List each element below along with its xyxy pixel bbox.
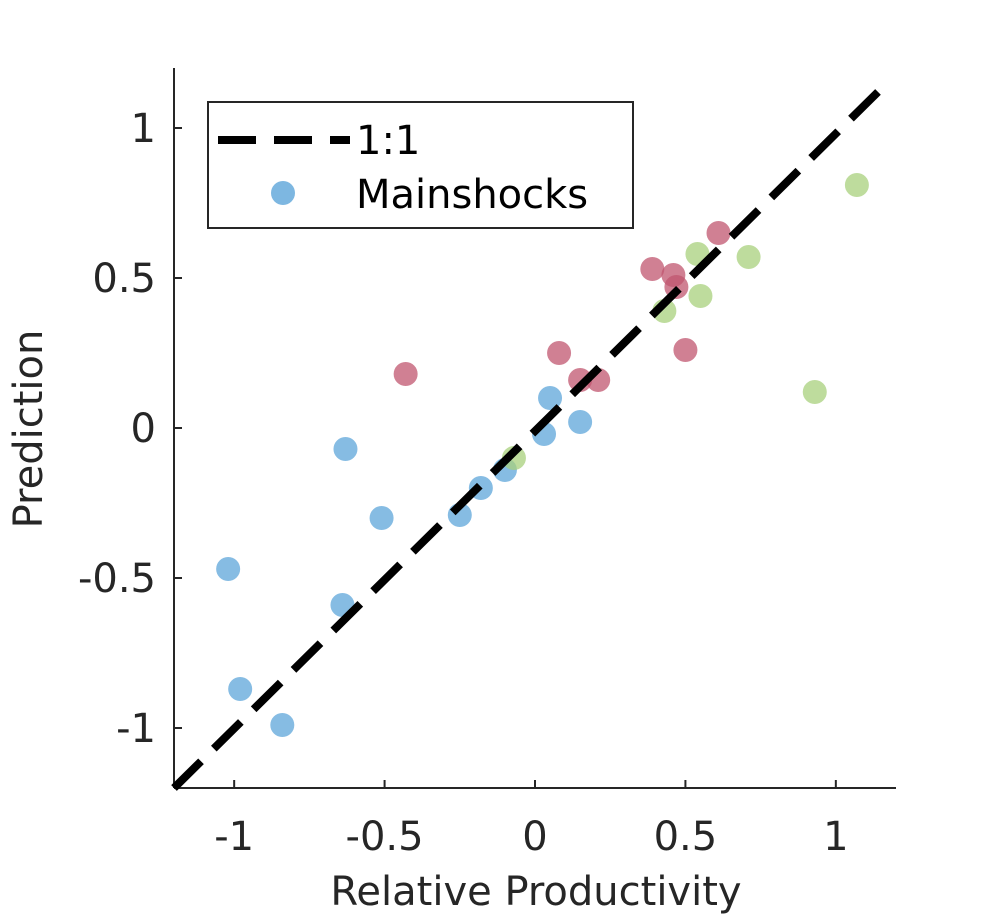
data-point-series-2 [640, 257, 665, 281]
data-point-series-1 [568, 410, 593, 434]
data-point-series-2 [673, 338, 698, 362]
data-point-series-2 [547, 341, 572, 365]
data-point-series-1 [228, 677, 253, 701]
y-tick-label: -1 [116, 706, 156, 752]
legend-label-mainshocks: Mainshocks [356, 172, 588, 218]
data-point-series-3 [736, 245, 761, 269]
y-tick-label: 0 [131, 406, 156, 452]
data-point-series-3 [844, 173, 869, 197]
y-tick-label: -0.5 [78, 556, 156, 602]
legend-label-1to1: 1:1 [356, 118, 420, 164]
data-point-series-3 [802, 380, 827, 404]
data-point-series-1 [333, 437, 358, 461]
data-point-series-2 [393, 362, 418, 386]
y-axis-label: Prediction [6, 330, 52, 529]
data-point-series-1 [270, 713, 295, 737]
y-tick-label: 0.5 [92, 256, 156, 302]
x-axis-label: Relative Productivity [330, 869, 741, 915]
x-tick-label: 0 [522, 814, 547, 860]
data-point-series-1 [369, 506, 394, 530]
x-tick-label: -1 [214, 814, 254, 860]
x-tick-label: 0.5 [654, 814, 718, 860]
data-point-series-3 [688, 284, 713, 308]
y-tick-label: 1 [131, 106, 156, 152]
tick-labels: -1 -0.5 0 0.5 1 -1 -0.5 0 0.5 1 [78, 106, 849, 860]
data-point-series-1 [216, 557, 241, 581]
axes [173, 68, 896, 789]
data-point-series-3 [501, 446, 526, 470]
legend-marker-mainshocks [271, 181, 295, 205]
data-points [216, 173, 869, 737]
legend: 1:1 Mainshocks [207, 101, 634, 229]
data-point-series-2 [706, 221, 731, 245]
data-point-series-1 [538, 386, 563, 410]
legend-box [207, 101, 634, 229]
x-tick-label: -0.5 [346, 814, 424, 860]
x-tick-label: 1 [823, 814, 848, 860]
